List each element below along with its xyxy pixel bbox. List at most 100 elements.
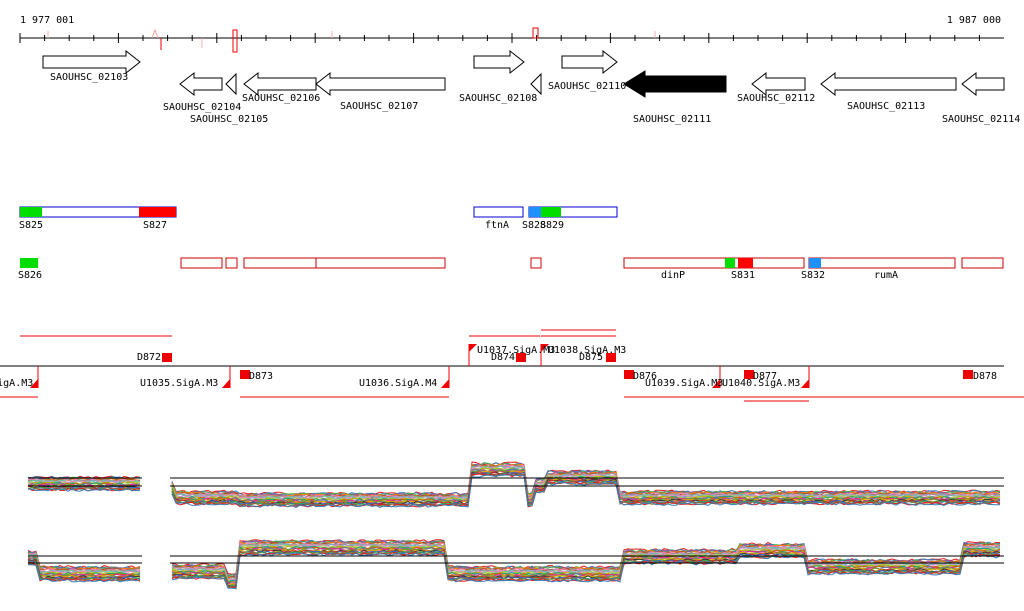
feature-box[interactable] <box>530 257 542 269</box>
axis-signal-marks <box>47 27 656 53</box>
gene-arrow[interactable]: SAOUHSC_02104 <box>163 71 241 113</box>
expression-lines-plus <box>27 461 1001 508</box>
gene-arrow-shape[interactable] <box>179 71 223 97</box>
feature-box[interactable] <box>808 257 956 269</box>
gene-arrow-shape[interactable] <box>623 70 727 98</box>
gene-arrow-shape[interactable] <box>820 71 957 97</box>
promoter-verticals <box>37 344 810 388</box>
promoter-track: D872 U1037.SigA.M3 D874 U1038.SigA.M3 D8… <box>0 329 1024 402</box>
gene-arrow[interactable]: SAOUHSC_02106 <box>242 71 320 104</box>
feature-label: ftnA <box>485 220 509 231</box>
promoter-label: U1034.SigA.M3 <box>0 378 33 389</box>
transcript-lines <box>0 329 1024 402</box>
gene-arrow[interactable]: SAOUHSC_02105 <box>190 72 268 125</box>
promoter-label: U1040.SigA.M3 <box>722 378 800 389</box>
promoter-box[interactable] <box>606 353 616 362</box>
feature-box[interactable] <box>243 257 446 269</box>
gene-arrow[interactable]: SAOUHSC_02107 <box>315 71 446 112</box>
gene-label: SAOUHSC_02112 <box>737 93 815 104</box>
promoter-label: D876 <box>633 371 657 382</box>
promoter-flag[interactable] <box>30 379 38 388</box>
gene-arrow[interactable]: SAOUHSC_02103 <box>42 49 141 83</box>
gene-label: SAOUHSC_02105 <box>190 114 268 125</box>
feature-label: S827 <box>143 220 167 231</box>
promoter-label: U1036.SigA.M4 <box>359 378 437 389</box>
gene-arrow[interactable] <box>530 72 542 96</box>
promoter-label: D877 <box>753 371 777 382</box>
gene-label: SAOUHSC_02107 <box>340 101 418 112</box>
gene-arrow[interactable]: SAOUHSC_02114 <box>942 71 1020 125</box>
gene-arrow-shape[interactable] <box>473 49 525 75</box>
promoter-flag[interactable] <box>222 379 230 388</box>
feature-label: S832 <box>801 270 825 281</box>
gene-arrow[interactable]: SAOUHSC_02112 <box>737 71 815 104</box>
gene-label: SAOUHSC_02108 <box>459 93 537 104</box>
gene-arrow[interactable]: SAOUHSC_02111 <box>623 70 727 125</box>
promoter-flag[interactable] <box>469 344 477 352</box>
feature-label: rumA <box>874 270 898 281</box>
promoter-flag[interactable] <box>712 379 720 388</box>
promoter-box[interactable] <box>162 353 172 362</box>
promoter-label: D875 <box>579 352 603 363</box>
gene-arrow-shape[interactable] <box>530 72 542 96</box>
promoter-box[interactable] <box>240 370 250 379</box>
promoter-flag[interactable] <box>541 344 549 352</box>
feature-box[interactable] <box>225 257 238 269</box>
feature-box[interactable] <box>180 257 223 269</box>
coordinate-axis: 1 977 001 1 987 000 <box>19 15 1004 53</box>
feature-track-plus: S825 S827 ftnA S828 S829 <box>19 206 618 231</box>
promoter-flag[interactable] <box>801 379 809 388</box>
feature-block[interactable] <box>20 258 38 268</box>
gene-track: SAOUHSC_02103 SAOUHSC_02104 SAOUHSC_0210… <box>42 49 1020 125</box>
gene-arrow[interactable]: SAOUHSC_02113 <box>820 71 957 112</box>
feature-block[interactable] <box>20 207 42 217</box>
feature-block[interactable] <box>541 207 561 217</box>
gene-arrow[interactable]: SAOUHSC_02108 <box>459 49 537 104</box>
promoter-box[interactable] <box>516 353 526 362</box>
promoter-box[interactable] <box>624 370 634 379</box>
promoter-markers <box>30 344 973 388</box>
feature-label: S829 <box>540 220 564 231</box>
gene-arrow-shape[interactable] <box>961 71 1005 97</box>
feature-block[interactable] <box>139 207 176 217</box>
promoter-box[interactable] <box>744 370 754 379</box>
gene-arrow-shape[interactable] <box>243 71 317 97</box>
gene-label: SAOUHSC_02113 <box>847 101 925 112</box>
gene-arrow-shape[interactable] <box>42 49 141 75</box>
axis-start-label: 1 977 001 <box>20 15 74 26</box>
expression-track-minus <box>27 539 1004 590</box>
promoter-label: D872 <box>137 352 161 363</box>
promoter-label: U1038.SigA.M3 <box>548 345 626 356</box>
feature-block[interactable] <box>529 207 541 217</box>
feature-box[interactable] <box>473 206 524 218</box>
gene-arrow-shape[interactable] <box>561 49 618 75</box>
feature-label: S828 <box>522 220 546 231</box>
promoter-label: U1035.SigA.M3 <box>140 378 218 389</box>
feature-block[interactable] <box>809 258 821 268</box>
promoter-label: D873 <box>249 371 273 382</box>
gene-label: SAOUHSC_02110 <box>548 81 626 92</box>
gene-arrow-shape[interactable] <box>225 72 237 96</box>
feature-track-minus: S826 dinP S831 S832 rumA <box>18 257 1004 281</box>
gene-label: SAOUHSC_02104 <box>163 102 241 113</box>
feature-label: S831 <box>731 270 755 281</box>
gene-label: SAOUHSC_02111 <box>633 114 711 125</box>
feature-block[interactable] <box>725 258 735 268</box>
expression-lines-minus <box>27 539 1001 590</box>
gene-arrow[interactable]: SAOUHSC_02110 <box>548 49 626 92</box>
gene-label: SAOUHSC_02103 <box>50 72 128 83</box>
gene-arrow-shape[interactable] <box>751 71 806 97</box>
gene-arrow-shape[interactable] <box>315 71 446 97</box>
feature-label: S826 <box>18 270 42 281</box>
promoter-label: U1039.SigA.M3 <box>645 378 723 389</box>
feature-block[interactable] <box>738 258 753 268</box>
expression-track-plus <box>27 461 1004 508</box>
gene-label: SAOUHSC_02106 <box>242 93 320 104</box>
feature-box[interactable] <box>961 257 1004 269</box>
promoter-box[interactable] <box>963 370 973 379</box>
expression-profile-line <box>27 552 1001 590</box>
expression-profile-line <box>27 473 1001 508</box>
feature-box[interactable] <box>623 257 805 269</box>
promoter-flag[interactable] <box>441 379 449 388</box>
